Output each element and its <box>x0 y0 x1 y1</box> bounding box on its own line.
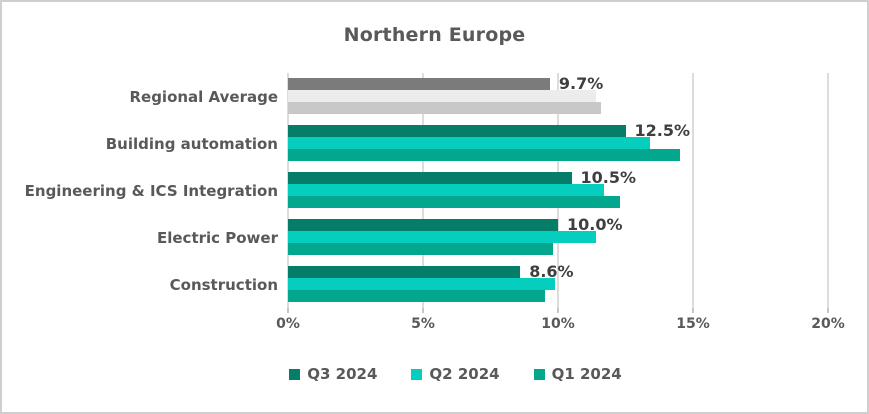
y-axis-category-labels: Regional Average Building automation Engin… <box>2 73 278 308</box>
bar-q1-2024[interactable] <box>288 243 553 255</box>
legend: Q3 2024 Q2 2024 Q1 2024 <box>2 365 867 383</box>
legend-swatch-icon <box>533 368 545 380</box>
x-axis-label-20%: 20% <box>811 316 845 332</box>
chart-title: Northern Europe <box>343 24 526 46</box>
legend-item-q3-2024[interactable]: Q3 2024 <box>289 365 377 383</box>
bar-q3-2024[interactable] <box>288 172 572 184</box>
legend-swatch-icon <box>411 368 423 380</box>
legend-item-q1-2024[interactable]: Q1 2024 <box>533 365 622 383</box>
bar-q3-2024[interactable] <box>288 125 626 137</box>
gridline-20% <box>827 73 829 308</box>
x-axis-label-10%: 10% <box>541 316 575 332</box>
tick-mark-15% <box>692 308 694 313</box>
bar-q3-2024[interactable] <box>288 266 521 278</box>
plot-area: 9.7% 12.5% 10.5% 10.0% 8.6% <box>287 73 829 313</box>
category-label: Building automation <box>105 134 278 153</box>
bar-q2-2024[interactable] <box>288 278 556 290</box>
bar-q2-2024[interactable] <box>288 137 650 149</box>
tick-mark-10% <box>557 308 559 313</box>
category-label: Regional Average <box>129 87 278 106</box>
legend-label: Q3 2024 <box>307 365 378 383</box>
x-axis-label-5%: 5% <box>411 316 435 332</box>
data-label: 10.0% <box>567 215 623 234</box>
category-label: Construction <box>169 275 278 294</box>
bar-q1-2024[interactable] <box>288 149 680 161</box>
data-label: 8.6% <box>529 262 574 281</box>
bar-q1-2024[interactable] <box>288 290 545 302</box>
bar-q3-2024[interactable] <box>288 78 550 90</box>
category-label: Engineering & ICS Integration <box>24 181 278 200</box>
gridline-15% <box>692 73 694 308</box>
legend-swatch-icon <box>289 368 301 380</box>
legend-label: Q1 2024 <box>551 365 622 383</box>
x-axis-label-0%: 0% <box>276 316 300 332</box>
legend-item-q2-2024[interactable]: Q2 2024 <box>411 365 500 383</box>
data-label: 9.7% <box>558 74 604 93</box>
x-axis: 0% 5% 10% 15% 20% <box>276 316 845 338</box>
legend-label: Q2 2024 <box>429 365 500 383</box>
bar-q3-2024[interactable] <box>288 219 558 231</box>
bar-q1-2024[interactable] <box>288 196 621 208</box>
tick-mark-0% <box>287 308 289 313</box>
tick-mark-5% <box>422 308 424 313</box>
bar-q2-2024[interactable] <box>288 184 604 196</box>
x-axis-label-15%: 15% <box>676 316 710 332</box>
bar-q2-2024[interactable] <box>288 231 596 243</box>
tick-mark-20% <box>827 308 829 313</box>
bar-q1-2024[interactable] <box>288 102 602 114</box>
data-label: 12.5% <box>634 121 691 140</box>
bar-q2-2024[interactable] <box>288 90 596 102</box>
data-label: 10.5% <box>580 168 637 187</box>
category-label: Electric Power <box>156 228 278 247</box>
